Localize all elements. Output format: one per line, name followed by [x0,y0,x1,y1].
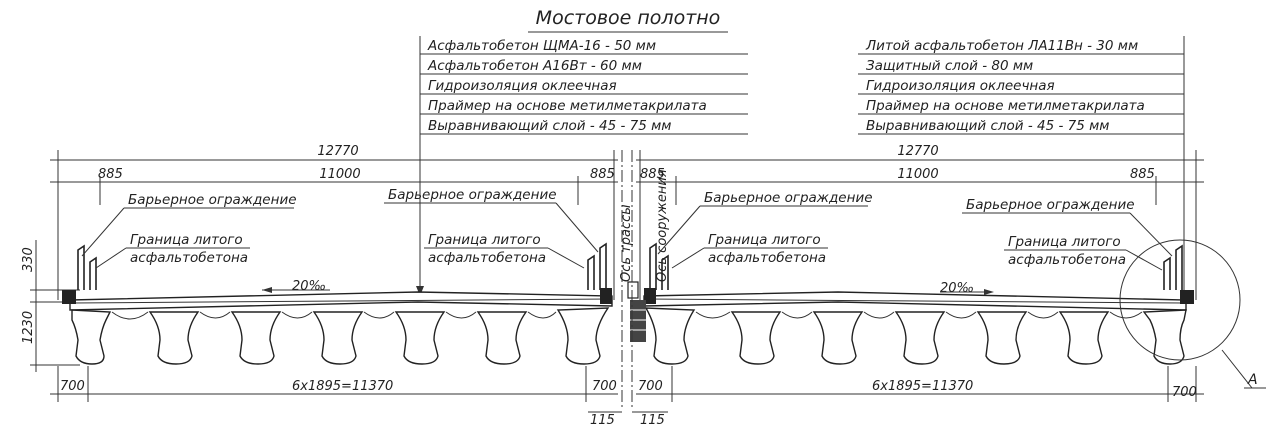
cast-label-2b: асфальтобетона [428,250,546,266]
cast-label-3b: асфальтобетона [708,250,826,266]
slope-right: 20‰ [940,281,974,296]
dim-span-right: 6x1895=11370 [872,379,973,394]
dim-h-beam: 1230 [21,311,36,344]
dim-gap-right: 115 [640,413,665,428]
axis-lines: Ось трассы Ось сооружения [619,150,670,410]
cast-label-2a: Граница литого [428,232,541,248]
cast-label-4a: Граница литого [1008,234,1121,250]
cast-label-4b: асфальтобетона [1008,252,1126,268]
barrier-label-1: Барьерное ограждение [128,192,297,208]
detail-ref-label: А [1247,372,1258,388]
top-dimensions: 12770 12770 11000 11000 885 885 885 885 [50,144,1204,300]
barriers [77,242,1183,290]
barrier-label-2: Барьерное ограждение [388,187,557,203]
dim-road-right: 11000 [897,167,938,182]
dim-edge-rr: 885 [1130,167,1155,182]
dim-bot-lr: 700 [592,379,617,394]
bottom-dimensions: 700 700 700 700 6x1895=11370 6x1895=1137… [50,366,1204,428]
drawing-title: Мостовое полотно [536,7,721,29]
dim-total-right: 12770 [897,144,938,159]
beams-left [71,307,610,365]
dim-bot-ll: 700 [60,379,85,394]
barrier-label-4: Барьерное ограждение [966,197,1135,213]
left-layers-table: Асфальтобетон ЩМА-16 - 50 мм Асфальтобет… [416,36,748,296]
cast-label-1a: Граница литого [130,232,243,248]
deck-right [643,288,1194,311]
left-layer-1: Асфальтобетон ЩМА-16 - 50 мм [427,38,656,54]
dim-edge-lr: 885 [590,167,615,182]
axis-structure-label: Ось сооружения [655,169,670,282]
dim-total-left: 12770 [317,144,358,159]
deck-left [62,288,613,311]
right-layers-table: Литой асфальтобетон ЛА11Вн - 30 мм Защит… [858,36,1185,292]
right-layer-1: Литой асфальтобетон ЛА11Вн - 30 мм [865,38,1138,54]
left-layer-4: Праймер на основе метилметакрилата [428,98,707,114]
dim-gap-left: 115 [590,413,615,428]
dim-bot-rl: 700 [638,379,663,394]
dim-h-top: 330 [21,247,36,272]
left-layer-3: Гидроизоляция оклеечная [428,78,617,94]
left-layer-5: Выравнивающий слой - 45 - 75 мм [428,118,671,134]
right-layer-3: Гидроизоляция оклеечная [866,78,1055,94]
left-vertical-dims: 330 1230 [21,240,80,372]
dim-edge-ll: 885 [98,167,123,182]
dim-span-left: 6x1895=11370 [292,379,393,394]
left-layer-2: Асфальтобетон А16Вт - 60 мм [427,58,642,74]
right-layer-2: Защитный слой - 80 мм [866,58,1033,74]
right-layer-4: Праймер на основе метилметакрилата [866,98,1145,114]
cast-label-1b: асфальтобетона [130,250,248,266]
annotations: Барьерное ограждение Граница литого асфа… [81,187,1173,296]
axis-route-label: Ось трассы [619,204,634,282]
detail-a: А [1119,239,1266,389]
cast-label-3a: Граница литого [708,232,821,248]
beams-right [644,307,1187,365]
right-layer-5: Выравнивающий слой - 45 - 75 мм [866,118,1109,134]
slope-left: 20‰ [292,279,326,294]
dim-bot-rr: 700 [1172,385,1197,400]
dim-edge-rl: 885 [640,167,665,182]
central-joint [627,281,646,342]
barrier-label-3: Барьерное ограждение [704,190,873,206]
dim-road-left: 11000 [319,167,360,182]
